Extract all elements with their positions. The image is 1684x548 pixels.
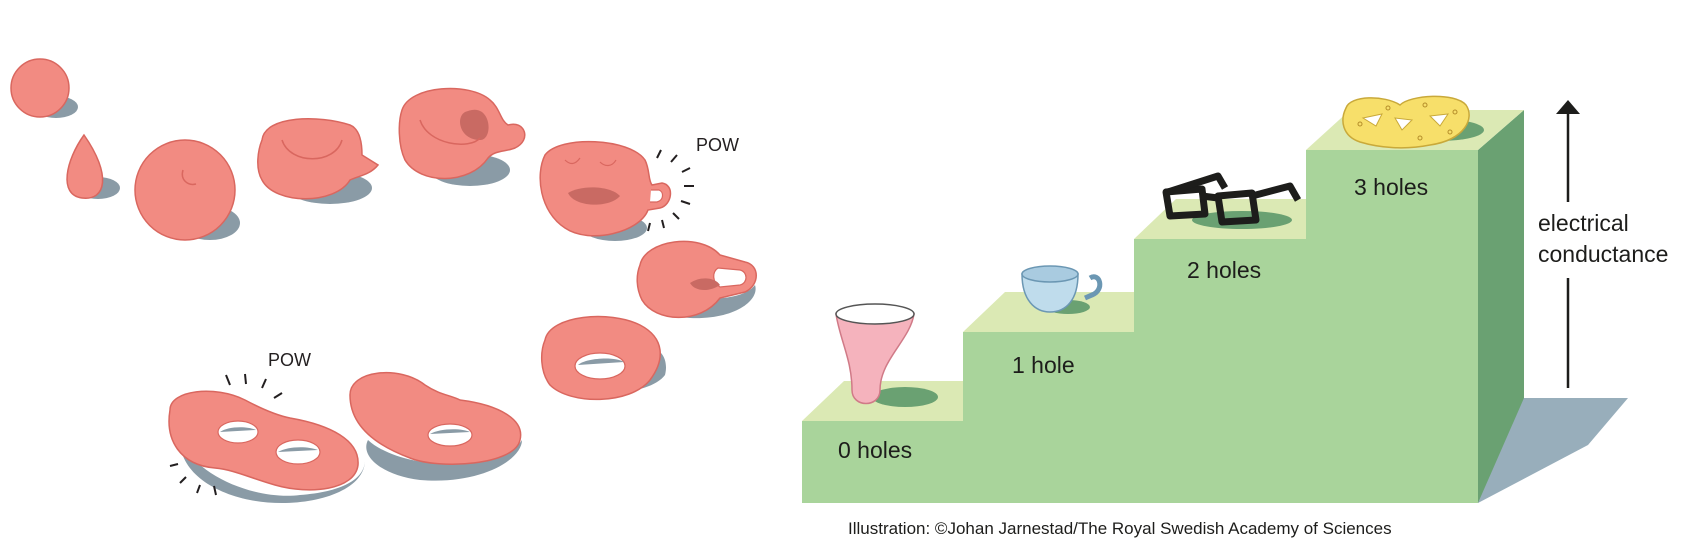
- arrow-up-icon: [1556, 100, 1580, 114]
- pretzel-icon: [1342, 95, 1470, 149]
- pow-label-top: POW: [696, 135, 739, 155]
- pow-burst-bottom: [169, 373, 283, 496]
- illustration-credit: Illustration: ©Johan Jarnestad/The Royal…: [848, 519, 1392, 538]
- morph-sequence: POW: [10, 58, 757, 504]
- glasses-icon: [1162, 172, 1302, 226]
- blob-torus: [540, 315, 667, 401]
- cup-icon: [1021, 265, 1103, 313]
- blob-mug: [636, 240, 757, 319]
- pow-burst-top: [647, 149, 694, 232]
- step-label-0: 0 holes: [838, 437, 912, 463]
- staircase: 0 holes 1 hole 2 holes 3 holes: [802, 95, 1628, 503]
- step-label-3: 3 holes: [1354, 174, 1428, 200]
- step-side: [1478, 110, 1524, 503]
- blob-droplet: [66, 133, 120, 199]
- conductance-axis: electrical conductance: [1538, 100, 1668, 388]
- axis-label-line1: electrical: [1538, 210, 1629, 236]
- blob-bun: [257, 118, 380, 204]
- blob-torus-stretched: [349, 372, 522, 481]
- floor-shadow: [1478, 398, 1628, 503]
- blob-double-torus: [168, 390, 365, 504]
- blob-sphere-large: [134, 139, 240, 241]
- axis-label-line2: conductance: [1538, 241, 1668, 267]
- blob-cup-forming: [539, 140, 672, 241]
- pow-label-bottom: POW: [268, 350, 311, 370]
- vase-icon: [835, 303, 915, 405]
- blob-sphere-small: [10, 58, 78, 118]
- blob-bowl: [398, 87, 526, 186]
- step-front: [802, 150, 1478, 503]
- step-label-1: 1 hole: [1012, 352, 1075, 378]
- step-label-2: 2 holes: [1187, 257, 1261, 283]
